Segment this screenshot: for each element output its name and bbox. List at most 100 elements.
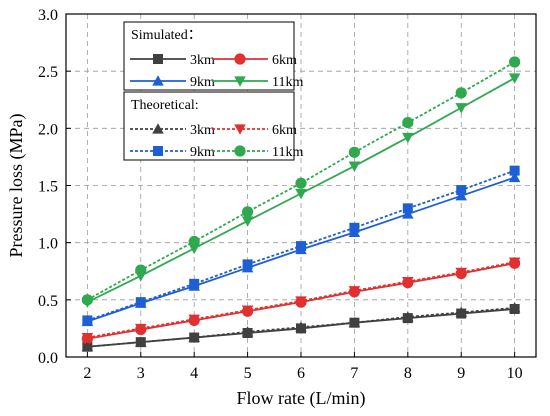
series-layer — [81, 56, 521, 352]
data-point — [189, 278, 200, 289]
x-tick-label: 2 — [83, 365, 91, 382]
legend-marker — [234, 145, 246, 157]
legend-marker — [152, 75, 164, 86]
legend-group: Simulated： 3km 6km 9km 11km — [123, 21, 303, 91]
data-point — [188, 314, 200, 326]
y-tick-label: 3.0 — [38, 7, 58, 24]
data-point — [348, 161, 361, 172]
y-tick-label: 2.5 — [38, 64, 58, 81]
legend-label: 3km — [190, 123, 215, 138]
data-point — [296, 241, 306, 252]
data-point — [295, 296, 307, 307]
data-point — [455, 87, 467, 99]
legend-marker — [234, 76, 246, 87]
data-point — [509, 165, 520, 176]
data-point — [402, 117, 414, 129]
data-point — [241, 305, 254, 316]
data-point — [508, 73, 521, 84]
data-point — [81, 294, 93, 306]
data-point — [455, 306, 467, 318]
data-point — [348, 146, 361, 158]
data-point — [295, 321, 307, 332]
legend-title: Theoretical: — [131, 98, 199, 113]
legend-label: 9km — [190, 145, 215, 160]
data-point — [349, 222, 360, 233]
x-tick-label: 9 — [457, 365, 465, 382]
legend: Simulated： 3km 6km 9km 11km Theoretical: 3km 6k… — [123, 21, 303, 161]
legend-label: 6km — [272, 123, 297, 138]
x-tick-label: 6 — [297, 365, 305, 382]
legend-label: 3km — [190, 53, 215, 68]
data-point — [81, 340, 94, 352]
y-tick-label: 1.5 — [38, 179, 58, 196]
data-point — [508, 171, 521, 183]
y-axis-label: Pressure loss (MPa) — [6, 114, 27, 258]
data-point — [81, 332, 94, 344]
y-tick-label: 0.0 — [38, 350, 58, 367]
data-point — [188, 331, 200, 343]
data-point — [135, 264, 147, 276]
series-theoretical-6km — [81, 257, 521, 344]
legend-title: Simulated： — [131, 28, 202, 43]
series-simulated-11km — [81, 73, 521, 308]
legend-marker — [234, 53, 246, 65]
y-tick-label: 2.0 — [38, 121, 58, 138]
data-point — [402, 208, 414, 219]
series-theoretical-11km — [81, 56, 521, 306]
data-point — [455, 267, 467, 279]
legend-marker — [153, 54, 163, 64]
data-point — [295, 177, 307, 189]
legend-item: 9km — [130, 75, 215, 90]
x-axis-label: Flow rate (L/min) — [237, 388, 366, 409]
legend-label: 11km — [272, 145, 303, 160]
legend-marker — [153, 146, 163, 156]
series-line — [86, 61, 516, 301]
legend-marker — [152, 123, 164, 134]
y-tick-label: 0.5 — [38, 293, 58, 310]
series-line — [87, 306, 515, 348]
legend-label: 9km — [190, 75, 215, 90]
data-point — [241, 326, 254, 337]
legend-marker — [234, 124, 246, 135]
axis-ticks: 2 3 4 5 6 7 8 9 10 0.0 0.5 1.0 1.5 2.0 2.5 3.0 — [38, 7, 523, 382]
legend-item: 6km — [212, 53, 297, 68]
data-point — [508, 257, 521, 268]
data-point — [456, 185, 467, 196]
data-point — [348, 316, 361, 328]
x-tick-label: 10 — [507, 365, 523, 382]
x-tick-label: 7 — [350, 365, 358, 382]
legend-item: 11km — [212, 145, 303, 160]
legend-item: 9km — [130, 145, 215, 160]
data-point — [188, 235, 200, 248]
data-point — [241, 216, 254, 227]
data-point — [455, 190, 467, 201]
x-tick-label: 4 — [190, 365, 198, 382]
x-tick-label: 8 — [404, 365, 412, 382]
y-tick-label: 1.0 — [38, 236, 58, 253]
data-point — [135, 323, 147, 335]
data-point — [135, 336, 147, 347]
x-tick-label: 5 — [244, 365, 252, 382]
legend-box — [123, 21, 295, 91]
data-point — [455, 103, 467, 114]
legend-label: 11km — [272, 75, 303, 90]
data-point — [509, 56, 521, 68]
legend-item: 3km — [130, 123, 215, 138]
legend-item: 3km — [130, 53, 215, 68]
legend-box — [123, 91, 295, 161]
legend-group: Theoretical: 3km 6km 9km 11km — [123, 91, 303, 161]
data-point — [402, 132, 414, 144]
data-point — [295, 188, 307, 200]
legend-item: 6km — [212, 123, 297, 138]
legend-item: 11km — [212, 75, 303, 90]
series-theoretical-3km — [81, 302, 521, 352]
data-point — [188, 243, 200, 255]
data-point — [135, 297, 146, 308]
series-theoretical-9km — [82, 165, 520, 326]
data-point — [402, 203, 413, 214]
data-point — [241, 206, 254, 218]
data-point — [348, 286, 361, 297]
x-tick-label: 3 — [137, 365, 145, 382]
legend-label: 6km — [272, 53, 297, 68]
